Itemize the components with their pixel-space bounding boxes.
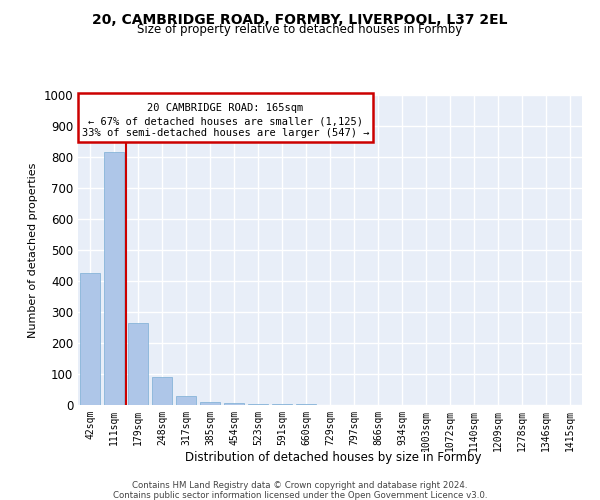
Bar [104,152,124,405]
Text: Contains public sector information licensed under the Open Government Licence v3: Contains public sector information licen… [113,490,487,500]
Text: Contains HM Land Registry data © Crown copyright and database right 2024.: Contains HM Land Registry data © Crown c… [132,482,468,490]
Y-axis label: Number of detached properties: Number of detached properties [28,162,38,338]
Bar [128,323,148,405]
Text: 33% of semi-detached houses are larger (547) →: 33% of semi-detached houses are larger (… [82,128,369,138]
Bar [272,404,292,405]
FancyBboxPatch shape [78,94,373,142]
Bar [296,404,316,405]
Bar [80,273,100,405]
Bar [152,377,172,405]
Text: ← 67% of detached houses are smaller (1,125): ← 67% of detached houses are smaller (1,… [88,116,363,126]
Bar [176,396,196,405]
Text: 20 CAMBRIDGE ROAD: 165sqm: 20 CAMBRIDGE ROAD: 165sqm [147,103,304,113]
Text: Distribution of detached houses by size in Formby: Distribution of detached houses by size … [185,451,481,464]
Text: Size of property relative to detached houses in Formby: Size of property relative to detached ho… [137,22,463,36]
Bar [224,404,244,405]
Bar [248,404,268,405]
Text: 20, CAMBRIDGE ROAD, FORMBY, LIVERPOOL, L37 2EL: 20, CAMBRIDGE ROAD, FORMBY, LIVERPOOL, L… [92,12,508,26]
Bar [200,402,220,405]
